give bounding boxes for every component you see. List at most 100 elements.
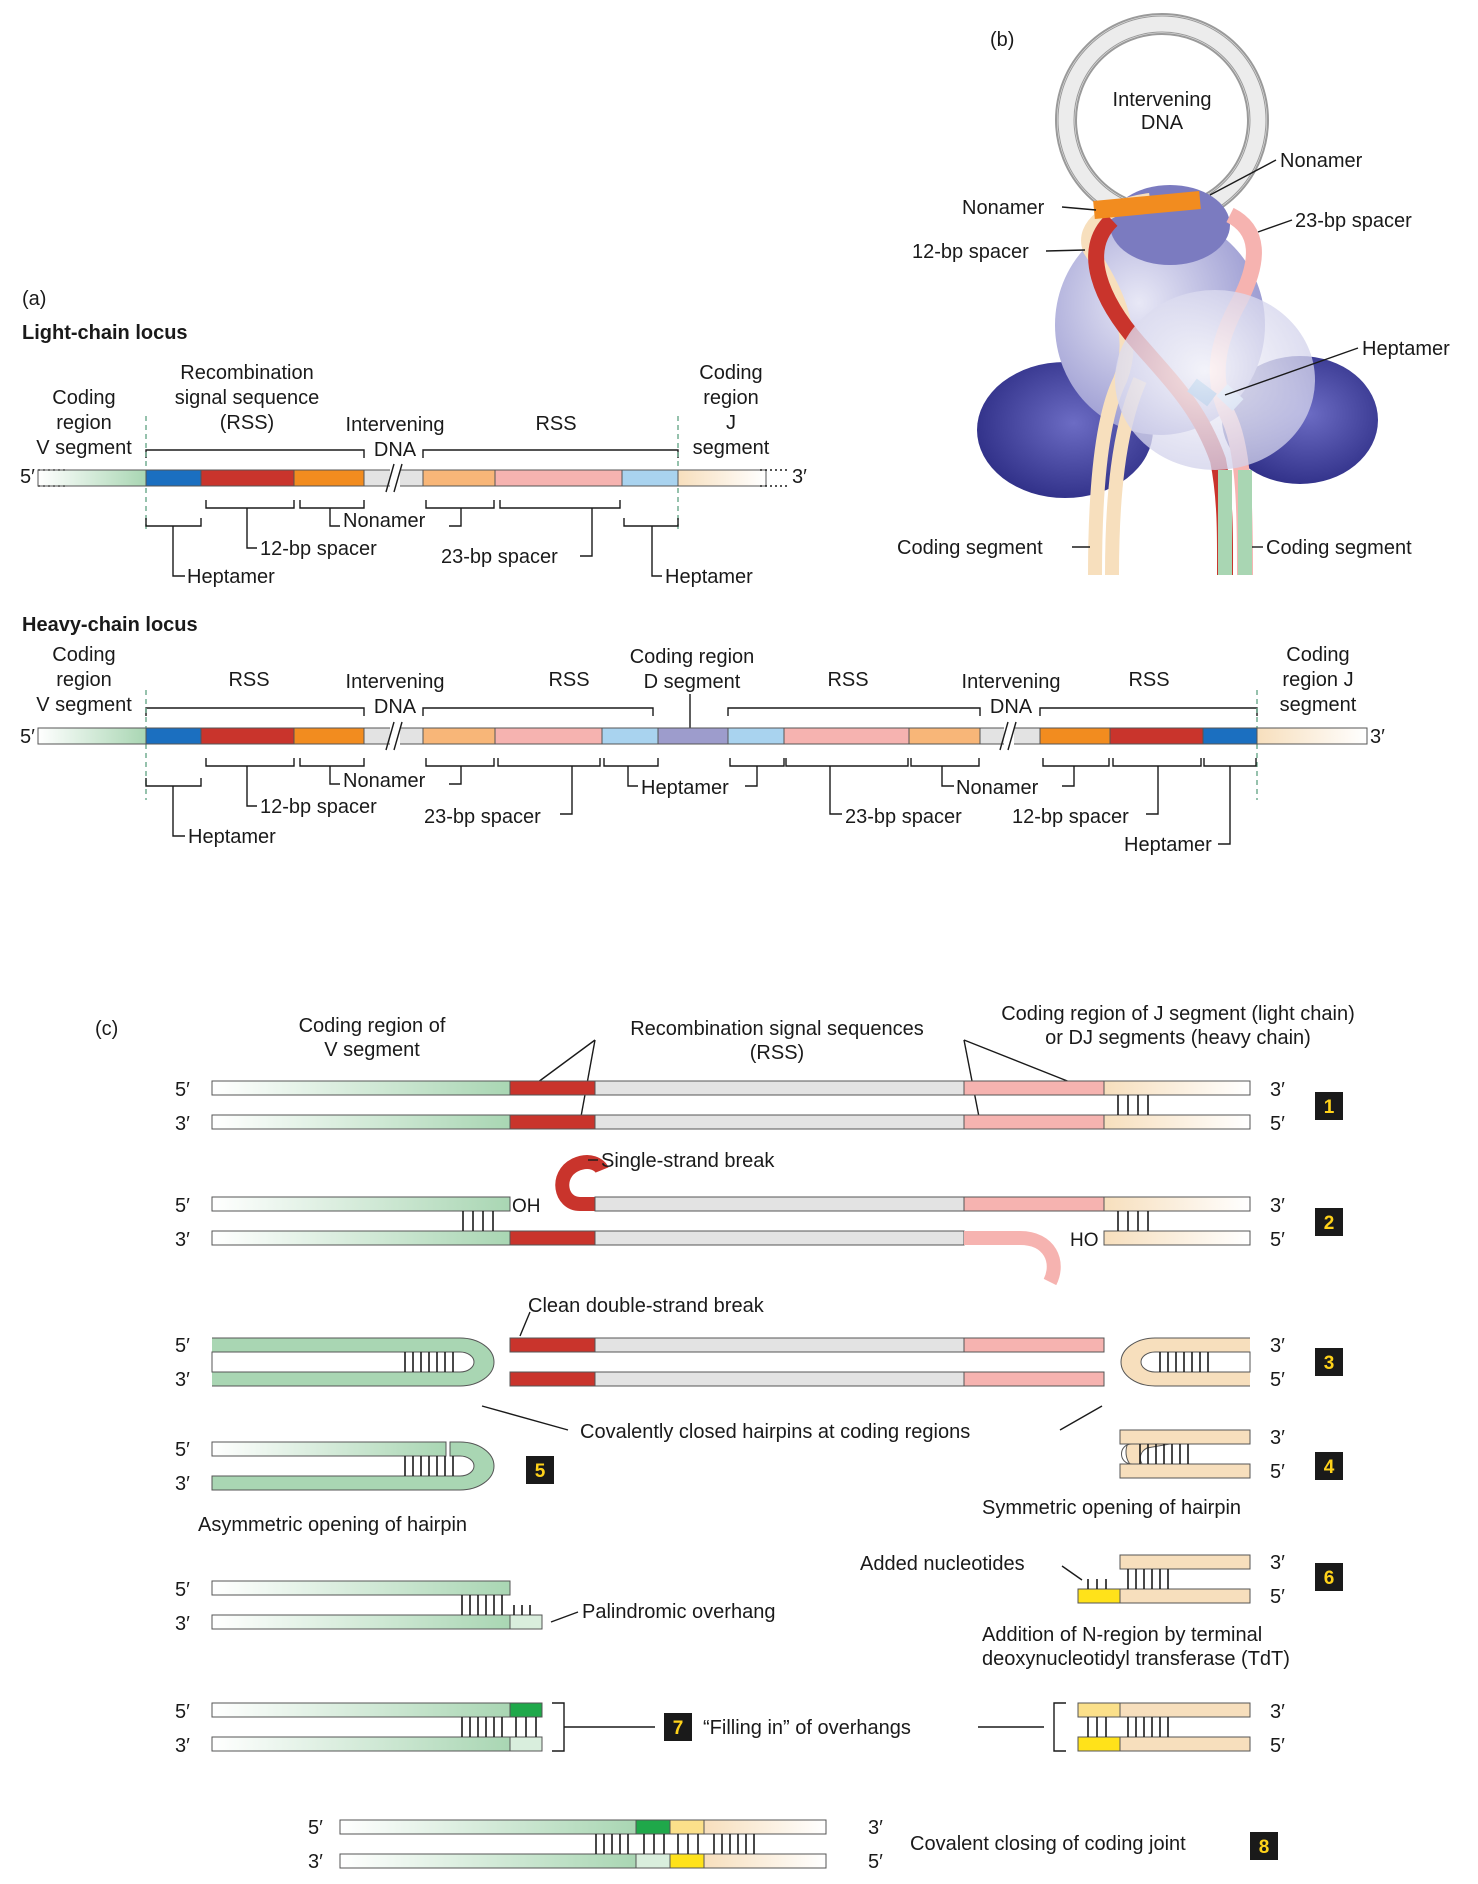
s2-rss-flip	[555, 1155, 609, 1211]
light-break-gap	[390, 466, 400, 490]
s3-v-hairpin-gap	[211, 1351, 475, 1373]
s3-five-right: 5′	[1270, 1369, 1285, 1391]
s1-base-pairs	[1117, 1095, 1149, 1115]
s8-v-top	[339, 1819, 637, 1835]
step-4-badge	[1315, 1452, 1343, 1480]
heavy-rss1-label: RSS	[228, 669, 269, 691]
heavy-spacer23-2-bracket	[785, 758, 909, 767]
s5-five: 5′	[175, 1439, 190, 1461]
light-nonamer-label: Nonamer	[343, 510, 426, 532]
s6-j-bottom	[1119, 1588, 1251, 1604]
s3-five: 5′	[175, 1335, 190, 1357]
s7-three-right: 3′	[1270, 1701, 1285, 1723]
c-coding-j-label-1: Coding region of J segment (light chain)	[1001, 1003, 1355, 1025]
s6-added-leader	[1061, 1565, 1083, 1581]
step-7-badge	[664, 1713, 692, 1741]
panel-b: (b) Intervening DNA Nonamer Nonamer 23-b…	[897, 13, 1450, 576]
step-1-badge	[1315, 1092, 1343, 1120]
s2-oh-right: HO	[1070, 1230, 1099, 1251]
step-2-badge	[1315, 1208, 1343, 1236]
s5-hairpin	[211, 1441, 495, 1491]
s2-rss12-bottom	[509, 1230, 596, 1246]
s1-j-bottom	[1103, 1114, 1251, 1130]
heavy-break-mark-b1	[999, 721, 1009, 751]
b-coding-left-label: Coding segment	[897, 537, 1043, 559]
step-2-number: 2	[1324, 1213, 1335, 1234]
panel-c-label: (c)	[95, 1018, 118, 1040]
b-heptamer-label: Heptamer	[1362, 338, 1450, 360]
step-8-number: 8	[1259, 1837, 1270, 1858]
heavy-intervening2-label-1: Intervening	[962, 671, 1061, 693]
heavy-nonamer1-label: Nonamer	[343, 770, 426, 792]
light-coding-j	[677, 469, 767, 487]
s3-int-top	[594, 1337, 965, 1353]
s7-j-pairs	[1087, 1717, 1169, 1737]
palindrome-stage: 5′ 3′ Palindromic overhang	[175, 1579, 775, 1635]
heavy-coding-j-label-3: segment	[1280, 694, 1357, 716]
heavy-spacer12-2-leader	[1146, 766, 1159, 815]
light-spacer-12	[200, 469, 295, 487]
s7-v-top	[211, 1702, 511, 1718]
s4-curve	[1121, 1443, 1133, 1465]
s3-j-hairpin-gap	[1140, 1351, 1251, 1373]
s5-three: 3′	[175, 1473, 190, 1495]
s2-int-bottom	[594, 1230, 965, 1246]
heavy-rss4-label: RSS	[1128, 669, 1169, 691]
pal-label: Palindromic overhang	[582, 1601, 775, 1623]
light-chain-bar: 5′ 3′	[20, 463, 807, 493]
heavy-nonamer23-b-bracket	[910, 758, 980, 767]
s6-pairs	[1087, 1569, 1169, 1589]
heavy-spacer12-1-label: 12-bp spacer	[260, 796, 377, 818]
light-coding-j-label-3: J	[726, 412, 736, 434]
strand-nonamer-left	[1093, 191, 1201, 219]
light-intervening-label-1: Intervening	[346, 414, 445, 436]
protein-front-translucent	[1115, 290, 1315, 470]
heavy-coding-d-label-1: Coding region	[630, 646, 755, 668]
heavy-heptamer-23-b	[727, 727, 785, 745]
panel-b-label: (b)	[990, 29, 1014, 51]
b-nonamer-right-leader	[1209, 159, 1277, 196]
heavy-coding-j	[1256, 727, 1368, 745]
light-coding-v	[37, 469, 147, 487]
heavy-heptamer1-label: Heptamer	[188, 826, 276, 848]
heavy-heptamer12-b-bracket	[1203, 758, 1257, 767]
heavy-heptamer1-bracket	[145, 778, 202, 787]
s4-pairs	[1139, 1444, 1189, 1464]
light-heptamer-leader	[172, 526, 185, 577]
light-coding-j-label-1: Coding	[699, 362, 762, 384]
s2-rss23-top	[963, 1196, 1105, 1212]
light-heptamer-12	[145, 469, 202, 487]
heavy-nonamer1-leader	[329, 766, 340, 785]
heavy-spacer-23-b	[783, 727, 910, 745]
heavy-nonamer-23-b	[908, 727, 981, 745]
light-rss-bracket-left	[145, 449, 365, 458]
heavy-spacer23-1-label: 23-bp spacer	[424, 806, 541, 828]
step-1-number: 1	[1324, 1097, 1335, 1118]
c-coding-v-label-2: V segment	[324, 1039, 420, 1061]
c-rss-leader-1	[529, 1039, 596, 1089]
heavy-nonamer12-b-bracket	[1042, 758, 1110, 767]
b-nonamer-left-label: Nonamer	[962, 197, 1045, 219]
step-5: 5′ 3′ 5 Asymmetric opening of hairpin	[175, 1439, 554, 1536]
s2-rss23-flip	[964, 1231, 1061, 1286]
s8-palin-bottom	[635, 1853, 671, 1869]
s8-n-bottom	[669, 1853, 705, 1869]
s7-fill-yellow	[1077, 1702, 1121, 1718]
heavy-chain-title: Heavy-chain locus	[22, 614, 198, 636]
s7-bracket-left	[552, 1702, 565, 1752]
panel-a-label: (a)	[22, 288, 46, 310]
light-nonamer-12	[293, 469, 365, 487]
step-6: Added nucleotides 3′ 5′ 6 Addition of N-…	[860, 1552, 1343, 1670]
heavy-heptamer2-leader	[627, 766, 638, 787]
s2-single-strand-label: Single-strand break	[601, 1150, 775, 1172]
light-heptamer-left-label: Heptamer	[187, 566, 275, 588]
heavy-break-gap-a	[390, 724, 400, 748]
step-1: 5′ 3′ 3′ 5′ 1	[175, 1079, 1343, 1135]
heavy-spacer12-1-bracket	[205, 758, 295, 767]
heavy-rss3-label: RSS	[827, 669, 868, 691]
s2-five: 5′	[175, 1195, 190, 1217]
light-five-prime: 5′	[20, 466, 35, 488]
heavy-coding-v-label-2: region	[56, 669, 112, 691]
heavy-coding-v-label-1: Coding	[52, 644, 115, 666]
